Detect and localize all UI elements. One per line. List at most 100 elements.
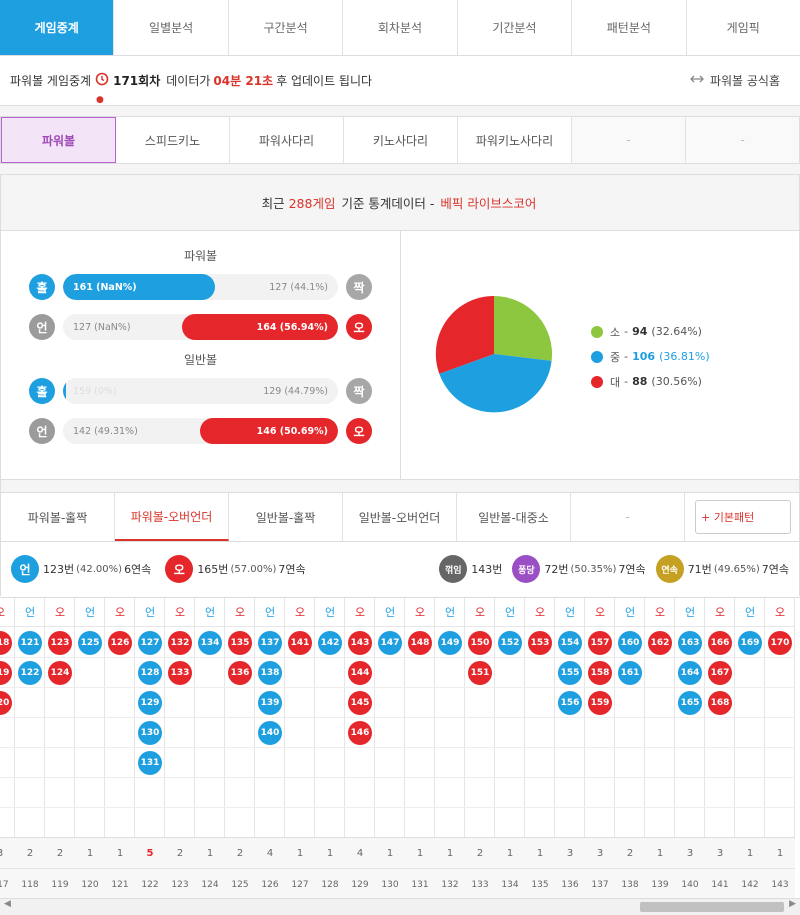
column-number: 131: [405, 869, 435, 900]
under-ball: 165: [678, 691, 702, 715]
ptab-nb-size[interactable]: 일반볼-대중소: [457, 493, 571, 541]
game-tab-kenoladder[interactable]: 키노사다리: [344, 117, 458, 163]
column-number: 126: [255, 869, 285, 900]
over-ball: 166: [708, 631, 732, 655]
grid-cell: 136: [225, 658, 255, 688]
horizontal-scrollbar[interactable]: ◀ ▶: [0, 898, 800, 915]
tab-daily[interactable]: 일별분석: [114, 0, 229, 55]
column-number: 143: [765, 869, 795, 900]
column-number: 118: [15, 869, 45, 900]
column-count: 1: [735, 837, 765, 869]
legend-dot-small: [591, 325, 603, 338]
grid-cell: 130: [135, 718, 165, 748]
grid-cell: 170: [765, 628, 795, 658]
stat-fill-right: 146 (50.69%): [200, 418, 338, 444]
grid-cell: [75, 658, 105, 688]
pie-slice-large: [435, 295, 494, 374]
tab-pattern[interactable]: 패턴분석: [572, 0, 687, 55]
tab-section[interactable]: 구간분석: [228, 0, 344, 55]
over-ball: 159: [588, 691, 612, 715]
column-header: 언: [375, 598, 405, 627]
grid-cell: 125: [75, 628, 105, 658]
official-home-link[interactable]: 파워볼 공식홈: [689, 72, 780, 89]
grid-cell: [195, 688, 225, 718]
column-number: 121: [105, 869, 135, 900]
over-ball: 118: [0, 631, 12, 655]
grid-cell: [435, 688, 465, 718]
legend-label: 대: [610, 375, 621, 389]
game-tab-speedkeno[interactable]: 스피드키노: [116, 117, 230, 163]
grid-cell: [15, 688, 45, 718]
scroll-thumb[interactable]: [640, 902, 784, 912]
grid-cell: 123: [45, 628, 75, 658]
grid-cell: 119: [0, 658, 15, 688]
stat-row-pb-overunder: 언 127 (NaN%) 164 (56.94%) 오: [1, 307, 400, 347]
tab-round[interactable]: 회차분석: [343, 0, 458, 55]
column-number: 139: [645, 869, 675, 900]
grid-cell: 142: [315, 628, 345, 658]
column-number: 136: [555, 869, 585, 900]
grid-cell: [555, 808, 585, 838]
grid-cell: 120: [0, 688, 15, 718]
game-tab-powerladder[interactable]: 파워사다리: [230, 117, 344, 163]
legend-medium: 중- 106 (36.81%): [591, 344, 710, 369]
grid-cell: [0, 778, 15, 808]
column-number: 119: [45, 869, 75, 900]
over-ball: 151: [468, 661, 492, 685]
grid-cell: [0, 808, 15, 838]
under-ball: 140: [258, 721, 282, 745]
column-header: 오: [705, 598, 735, 627]
under-ball: 127: [138, 631, 162, 655]
grid-cell: 141: [285, 628, 315, 658]
game-tab-powerkenoladder[interactable]: 파워키노사다리: [458, 117, 572, 163]
grid-cell: [375, 808, 405, 838]
grid-cell: 164: [675, 658, 705, 688]
grid-cell: [15, 718, 45, 748]
grid-cell: 139: [255, 688, 285, 718]
grid-cell: [645, 688, 675, 718]
grid-cell: [705, 778, 735, 808]
column-count: 2: [15, 837, 45, 869]
grid-cell: [615, 718, 645, 748]
ptab-pb-oddeven[interactable]: 파워볼-홀짝: [1, 493, 115, 541]
legend-label: 중: [610, 350, 621, 364]
scroll-left-icon[interactable]: ◀: [4, 899, 11, 909]
column-count: 3: [555, 837, 585, 869]
column-header: 언: [555, 598, 585, 627]
grid-cell: 152: [495, 628, 525, 658]
over-ball: 146: [348, 721, 372, 745]
grid-cell: [285, 808, 315, 838]
grid-cell: [375, 718, 405, 748]
grid-cell: [15, 778, 45, 808]
tab-pick[interactable]: 게임픽: [686, 0, 800, 55]
over-ball: 144: [348, 661, 372, 685]
ptab-pb-overunder[interactable]: 파워볼-오버언더: [115, 493, 229, 541]
under-ball: 130: [138, 721, 162, 745]
scroll-right-icon[interactable]: ▶: [789, 899, 796, 909]
grid-cell: [435, 808, 465, 838]
ptab-nb-oddeven[interactable]: 일반볼-홀짝: [229, 493, 343, 541]
over-ball: 153: [528, 631, 552, 655]
game-tab-powerball[interactable]: 파워볼: [1, 117, 116, 163]
grid-cell: [165, 778, 195, 808]
grid-cell: [555, 778, 585, 808]
column-number: 134: [495, 869, 525, 900]
grid-cell: [105, 688, 135, 718]
grid-cell: [165, 688, 195, 718]
basic-pattern-button[interactable]: + 기본패턴: [695, 500, 791, 534]
under-ball: 134: [198, 631, 222, 655]
grid-cell: [555, 748, 585, 778]
over-ball: 126: [108, 631, 132, 655]
grid-cell: 167: [705, 658, 735, 688]
ptab-nb-overunder[interactable]: 일반볼-오버언더: [343, 493, 457, 541]
tab-period[interactable]: 기간분석: [457, 0, 573, 55]
legend-dot-large: [591, 375, 603, 388]
column-count: 4: [255, 837, 285, 869]
under-ball: 163: [678, 631, 702, 655]
grid-cell: 138: [255, 658, 285, 688]
legend-value: 106: [632, 350, 656, 363]
grid-cell: [285, 748, 315, 778]
tab-live[interactable]: 게임중계: [0, 0, 115, 55]
grid-cell: [705, 808, 735, 838]
column-number: 125: [225, 869, 255, 900]
